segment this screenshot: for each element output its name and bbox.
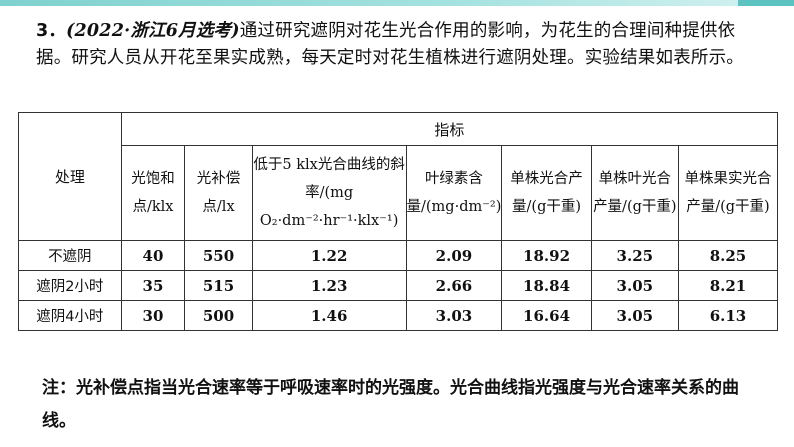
footnote: 注：光补偿点指当光合速率等于呼吸速率时的光强度。光合曲线指光强度与光合速率关系的…: [42, 378, 739, 431]
table-cell: 30: [120, 300, 186, 331]
table-cell: 3.25: [590, 240, 679, 271]
column-header: 光饱和点/klx: [120, 145, 186, 241]
table-cell: 3.05: [590, 270, 679, 301]
table-cell: 16.64: [501, 300, 592, 331]
column-header: 单株光合产量/(g干重): [501, 145, 592, 241]
corner-header: 处理: [18, 112, 122, 241]
table-cell: 6.13: [677, 300, 779, 331]
table-row: 不遮阴 40 550 1.22 2.09 18.92 3.25 8.25: [18, 240, 779, 271]
table-cell: 550: [184, 240, 253, 271]
table-cell: 3.05: [590, 300, 679, 331]
results-table: 处理 指标 光饱和点/klx 光补偿点/lx 低于5 klx光合曲线的斜率/(m…: [18, 112, 779, 331]
row-label: 遮阴2小时: [18, 270, 122, 301]
question-source: (2022·浙江6月选考): [66, 21, 240, 41]
question-text: 3．(2022·浙江6月选考)通过研究遮阴对花生光合作用的影响，为花生的合理间种…: [36, 18, 766, 72]
decorative-top-strip: [0, 0, 794, 6]
question-number: 3．: [36, 21, 67, 41]
table-cell: 40: [120, 240, 186, 271]
table-row: 遮阴4小时 30 500 1.46 3.03 16.64 3.05 6.13: [18, 300, 779, 331]
table-cell: 500: [184, 300, 253, 331]
column-header: 叶绿素含量/(mg·dm⁻²): [405, 145, 503, 241]
column-header: 单株果实光合产量/(g干重): [677, 145, 779, 241]
table-cell: 35: [120, 270, 186, 301]
row-label: 不遮阴: [18, 240, 122, 271]
table-cell: 1.22: [251, 240, 407, 271]
row-label: 遮阴4小时: [18, 300, 122, 331]
column-header: 光补偿点/lx: [184, 145, 253, 241]
decorative-corner-block: [738, 0, 794, 6]
table-cell: 1.46: [251, 300, 407, 331]
table-cell: 2.09: [405, 240, 503, 271]
table-cell: 18.84: [501, 270, 592, 301]
table-cell: 8.25: [677, 240, 779, 271]
table-cell: 8.21: [677, 270, 779, 301]
column-header: 单株叶光合产量/(g干重): [590, 145, 679, 241]
table-cell: 18.92: [501, 240, 592, 271]
table-row: 遮阴2小时 35 515 1.23 2.66 18.84 3.05 8.21: [18, 270, 779, 301]
table-cell: 1.23: [251, 270, 407, 301]
table-cell: 2.66: [405, 270, 503, 301]
table-cell: 3.03: [405, 300, 503, 331]
group-header: 指标: [120, 112, 779, 146]
table-cell: 515: [184, 270, 253, 301]
column-header: 低于5 klx光合曲线的斜率/(mg O₂·dm⁻²·hr⁻¹·klx⁻¹): [251, 145, 407, 241]
question-body: 通过研究遮阴对花生光合作用的影响，为花生的合理间种提供依据。研究人员从开花至果实…: [36, 21, 744, 68]
